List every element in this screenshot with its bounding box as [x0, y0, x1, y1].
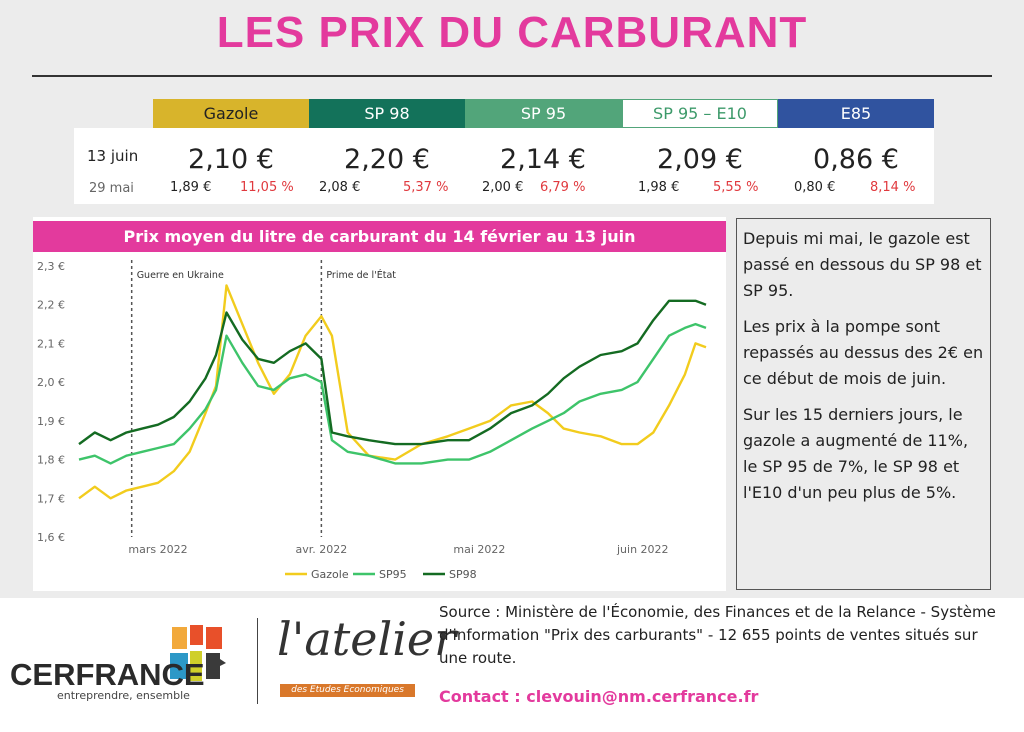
title-divider — [32, 75, 992, 77]
change-sp95: 6,79 % — [540, 180, 586, 195]
previous-price-gazole: 1,89 € — [170, 180, 212, 195]
y-tick-label: 2,2 € — [37, 299, 65, 312]
atelier-subtitle: des Etudes Economiques — [291, 685, 404, 695]
price-sp98: 2,20 € — [344, 144, 430, 175]
atelier-wordmark: l'atelier — [277, 612, 457, 666]
y-tick-label: 2,3 € — [37, 260, 65, 273]
chart-panel — [33, 217, 726, 591]
fuel-header-gazole: Gazole — [153, 99, 309, 128]
commentary-paragraph: Sur les 15 derniers jours, le gazole a a… — [743, 405, 969, 502]
y-tick-label: 1,8 € — [37, 454, 65, 467]
annotation-label: Prime de l'État — [326, 269, 396, 281]
y-tick-label: 1,6 € — [37, 531, 65, 544]
fuel-header-sp95-e10: SP 95 – E10 — [622, 99, 778, 128]
contact-link[interactable]: Contact : clevouin@nm.cerfrance.fr — [439, 687, 759, 706]
previous-price-e85: 0,80 € — [794, 180, 836, 195]
change-gazole: 11,05 % — [240, 180, 294, 195]
series-line-sp98 — [78, 299, 707, 446]
footer-divider — [257, 618, 258, 704]
commentary-paragraph: Les prix à la pompe sont repassés au des… — [743, 317, 984, 388]
change-e85: 8,14 % — [870, 180, 916, 195]
x-tick-label: mars 2022 — [128, 543, 187, 556]
fuel-price-line-chart: 1,6 € 1,7 € 1,8 € 1,9 € 2,0 € 2,1 € 2,2 € 2,3 €… — [37, 260, 707, 581]
x-tick-label: avr. 2022 — [295, 543, 347, 556]
price-e85: 0,86 € — [813, 144, 899, 175]
x-tick-label: mai 2022 — [453, 543, 505, 556]
y-tick-label: 1,7 € — [37, 492, 65, 505]
price-sp95: 2,14 € — [500, 144, 586, 175]
annotation-label: Guerre en Ukraine — [137, 270, 224, 281]
x-tick-label: juin 2022 — [616, 543, 669, 556]
y-tick-label: 2,0 € — [37, 376, 65, 389]
series-line-sp95 — [78, 322, 707, 465]
fuel-header-e85: E85 — [778, 99, 934, 128]
previous-price-sp95: 2,00 € — [482, 180, 524, 195]
previous-price-sp95-e10: 1,98 € — [638, 180, 680, 195]
y-tick-label: 1,9 € — [37, 415, 65, 428]
commentary-paragraph: Depuis mi mai, le gazole est passé en de… — [743, 229, 982, 300]
legend-label: Gazole — [311, 568, 349, 581]
fuel-header-sp98: SP 98 — [309, 99, 465, 128]
price-gazole: 2,10 € — [188, 144, 274, 175]
legend-label: SP98 — [449, 568, 477, 581]
cerfrance-logo-icon — [170, 625, 226, 681]
current-date-label: 13 juin — [87, 147, 139, 165]
fuel-header-sp95: SP 95 — [465, 99, 622, 128]
series-line-gazole — [78, 284, 707, 500]
change-sp98: 5,37 % — [403, 180, 449, 195]
atelier-band — [280, 684, 415, 697]
commentary-box: Depuis mi mai, le gazole est passé en de… — [736, 218, 991, 590]
legend-label: SP95 — [379, 568, 407, 581]
price-sp95-e10: 2,09 € — [657, 144, 743, 175]
prices-panel — [74, 128, 934, 204]
previous-price-sp98: 2,08 € — [319, 180, 361, 195]
y-tick-label: 2,1 € — [37, 337, 65, 350]
previous-date-label: 29 mai — [89, 181, 134, 196]
page-title: LES PRIX DU CARBURANT — [216, 8, 808, 57]
change-sp95-e10: 5,55 % — [713, 180, 759, 195]
source-note: Source : Ministère de l'Économie, des Fi… — [439, 603, 996, 667]
chart-title: Prix moyen du litre de carburant du 14 f… — [33, 221, 726, 252]
cerfrance-wordmark: CERFRANCE — [10, 657, 205, 692]
cerfrance-tagline: entreprendre, ensemble — [57, 689, 190, 702]
